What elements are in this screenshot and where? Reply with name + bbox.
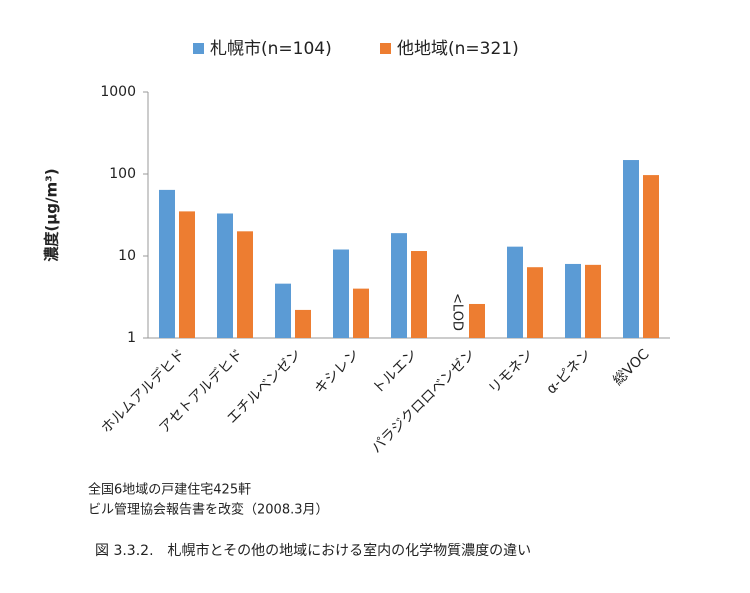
- y-tick-label: 100: [109, 166, 136, 182]
- y-axis-label: 濃度(μg/m³): [43, 168, 61, 261]
- bar: [179, 211, 195, 338]
- y-tick-label: 10: [118, 248, 136, 264]
- bar: [391, 233, 407, 338]
- bar: [333, 249, 349, 338]
- bar: [237, 231, 253, 338]
- caption: 図 3.3.2. 札幌市とその他の地域における室内の化学物質濃度の違い: [95, 542, 531, 559]
- x-tick-label: キシレン: [312, 346, 363, 397]
- bar: [585, 264, 601, 338]
- legend-swatch: [193, 43, 204, 54]
- bar: [353, 288, 369, 338]
- bar: [623, 160, 639, 338]
- bar: [411, 251, 427, 338]
- legend-swatch: [380, 43, 391, 54]
- x-tick-label: リモネン: [486, 346, 537, 397]
- x-tick-label: パラジクロロベンゼン: [369, 346, 479, 456]
- bar: [275, 283, 291, 338]
- note: 全国6地域の戸建住宅425軒: [88, 482, 251, 498]
- bar: [565, 263, 581, 338]
- x-tick-label: トルエン: [370, 346, 421, 397]
- bar: [159, 189, 175, 338]
- bar: [469, 303, 485, 338]
- bar: [507, 246, 523, 338]
- bar: [295, 309, 311, 338]
- x-tick-label: 総VOC: [610, 346, 653, 389]
- legend-label: 札幌市(n=104): [210, 39, 332, 59]
- x-tick-label: α-ピネン: [544, 346, 595, 397]
- bar: [643, 175, 659, 338]
- bar: [217, 213, 233, 338]
- bar: [527, 267, 543, 338]
- annotation: <LOD: [450, 293, 465, 331]
- y-tick-label: 1000: [100, 84, 136, 100]
- y-tick-label: 1: [127, 330, 136, 346]
- note: ビル管理協会報告書を改変（2008.3月）: [88, 502, 329, 518]
- legend-label: 他地域(n=321): [397, 39, 519, 59]
